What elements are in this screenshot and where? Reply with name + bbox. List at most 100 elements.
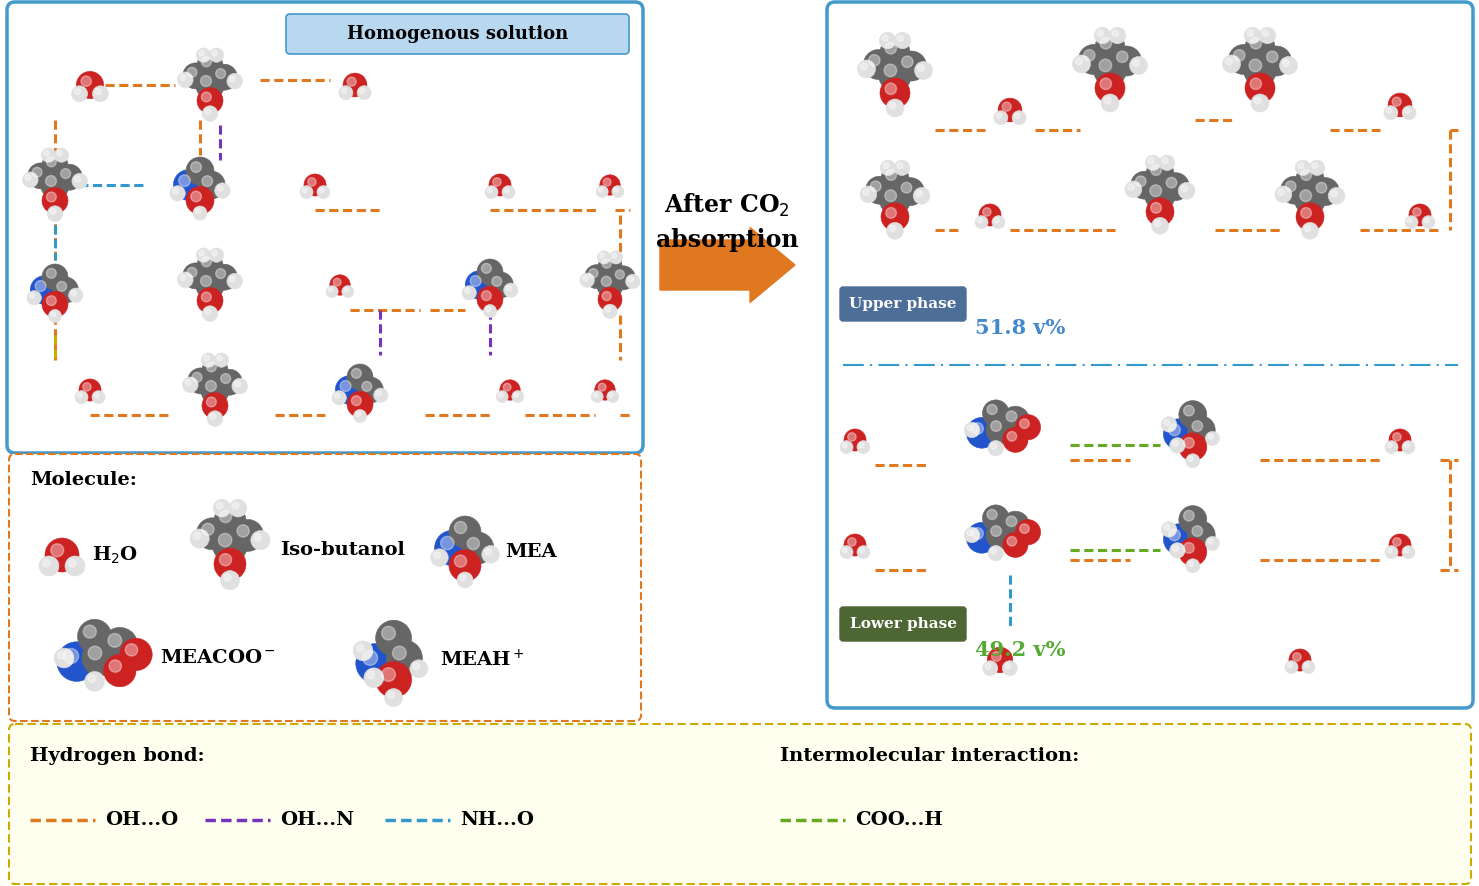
Circle shape xyxy=(842,443,847,447)
Circle shape xyxy=(305,174,325,196)
Circle shape xyxy=(1019,524,1029,533)
Circle shape xyxy=(1262,46,1291,76)
Circle shape xyxy=(602,291,611,300)
Circle shape xyxy=(858,60,876,78)
Circle shape xyxy=(886,222,904,239)
Circle shape xyxy=(1183,510,1194,521)
Circle shape xyxy=(206,108,211,114)
Circle shape xyxy=(30,276,59,304)
Text: absorption: absorption xyxy=(655,228,799,252)
Circle shape xyxy=(964,527,979,543)
Circle shape xyxy=(28,163,53,189)
Circle shape xyxy=(612,185,624,198)
Circle shape xyxy=(1300,207,1312,218)
Circle shape xyxy=(197,253,223,278)
Circle shape xyxy=(1387,443,1392,447)
Circle shape xyxy=(1094,33,1126,63)
Circle shape xyxy=(1285,661,1299,673)
Circle shape xyxy=(1300,170,1312,181)
Circle shape xyxy=(327,285,339,298)
Circle shape xyxy=(1019,419,1029,429)
Circle shape xyxy=(901,183,911,193)
Circle shape xyxy=(1312,163,1318,168)
Circle shape xyxy=(1148,158,1154,164)
Circle shape xyxy=(985,664,991,669)
Circle shape xyxy=(50,208,56,214)
Circle shape xyxy=(50,544,64,556)
Circle shape xyxy=(596,185,608,198)
Circle shape xyxy=(197,88,223,113)
Circle shape xyxy=(1287,663,1293,668)
Circle shape xyxy=(1003,427,1028,453)
Text: MEAH$^+$: MEAH$^+$ xyxy=(439,649,525,671)
Circle shape xyxy=(207,361,216,372)
Circle shape xyxy=(44,538,78,572)
Circle shape xyxy=(333,278,342,286)
Circle shape xyxy=(856,546,870,559)
Circle shape xyxy=(49,309,62,323)
Circle shape xyxy=(410,660,427,678)
Circle shape xyxy=(1016,519,1041,545)
Circle shape xyxy=(356,412,361,416)
Circle shape xyxy=(216,502,223,509)
Text: H$_2$O: H$_2$O xyxy=(92,544,138,565)
Circle shape xyxy=(988,546,1003,561)
Circle shape xyxy=(979,204,1001,226)
Circle shape xyxy=(1192,421,1202,431)
Circle shape xyxy=(880,37,910,67)
Circle shape xyxy=(89,646,102,660)
Text: After CO$_2$: After CO$_2$ xyxy=(664,191,790,219)
Circle shape xyxy=(56,164,83,190)
Circle shape xyxy=(470,276,481,286)
Circle shape xyxy=(55,148,68,162)
Circle shape xyxy=(413,663,420,670)
Circle shape xyxy=(501,186,515,198)
Circle shape xyxy=(214,505,246,537)
Circle shape xyxy=(1126,181,1142,198)
Circle shape xyxy=(598,287,623,311)
Circle shape xyxy=(197,517,228,550)
Circle shape xyxy=(1160,155,1174,170)
FancyBboxPatch shape xyxy=(9,724,1472,884)
Circle shape xyxy=(102,627,138,664)
Circle shape xyxy=(1168,529,1180,540)
Circle shape xyxy=(840,546,853,559)
Circle shape xyxy=(1290,649,1310,671)
Circle shape xyxy=(1164,419,1170,425)
Circle shape xyxy=(1112,30,1118,36)
Circle shape xyxy=(1094,73,1126,103)
FancyArrow shape xyxy=(660,228,796,302)
Circle shape xyxy=(198,251,204,256)
Circle shape xyxy=(359,88,365,93)
Circle shape xyxy=(599,384,606,391)
Circle shape xyxy=(982,400,1009,426)
Circle shape xyxy=(219,533,232,547)
Text: MEA: MEA xyxy=(504,543,556,561)
Circle shape xyxy=(203,105,217,121)
Circle shape xyxy=(192,372,203,382)
Circle shape xyxy=(1386,108,1392,113)
Circle shape xyxy=(879,32,896,49)
Circle shape xyxy=(1229,44,1259,74)
Circle shape xyxy=(880,160,896,175)
Circle shape xyxy=(109,660,121,672)
Circle shape xyxy=(1151,165,1161,175)
Circle shape xyxy=(467,538,479,549)
Circle shape xyxy=(216,268,226,278)
Circle shape xyxy=(1275,186,1291,203)
Circle shape xyxy=(1164,525,1170,530)
Circle shape xyxy=(504,188,509,193)
Circle shape xyxy=(1016,415,1041,439)
Circle shape xyxy=(880,78,910,108)
Circle shape xyxy=(1149,185,1161,197)
Circle shape xyxy=(348,364,373,390)
Circle shape xyxy=(328,288,333,292)
Circle shape xyxy=(352,369,361,378)
Circle shape xyxy=(179,175,191,187)
Circle shape xyxy=(358,377,383,403)
Circle shape xyxy=(485,307,491,312)
Circle shape xyxy=(1384,546,1398,559)
Circle shape xyxy=(982,505,1009,532)
Circle shape xyxy=(1250,78,1262,89)
Circle shape xyxy=(33,167,41,177)
